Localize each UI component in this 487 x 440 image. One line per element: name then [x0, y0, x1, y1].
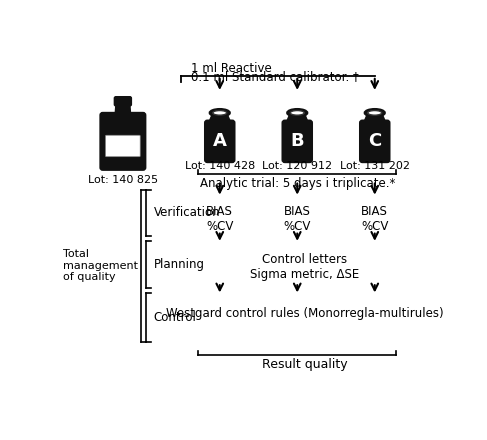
Text: Control: Control: [154, 311, 197, 324]
Text: Westgard control rules (Monorregla-multirules): Westgard control rules (Monorregla-multi…: [166, 307, 444, 320]
Ellipse shape: [290, 110, 304, 115]
FancyBboxPatch shape: [360, 121, 390, 162]
Text: Lot: 140 428: Lot: 140 428: [185, 161, 255, 171]
Text: Lot: 120 912: Lot: 120 912: [262, 161, 332, 171]
FancyBboxPatch shape: [100, 113, 145, 170]
Text: BIAS
%CV: BIAS %CV: [361, 205, 389, 233]
Ellipse shape: [210, 109, 230, 117]
Text: Control letters
Sigma metric, ΔSE: Control letters Sigma metric, ΔSE: [250, 253, 359, 281]
Text: Result quality: Result quality: [262, 359, 348, 371]
Text: Lot: 131 202: Lot: 131 202: [340, 161, 410, 171]
Polygon shape: [362, 117, 387, 126]
Text: B: B: [290, 132, 304, 150]
Text: C: C: [368, 132, 381, 150]
Text: A: A: [213, 132, 226, 150]
Polygon shape: [115, 104, 131, 115]
Text: Lot: 140 825: Lot: 140 825: [88, 175, 158, 185]
Text: Planning: Planning: [154, 258, 205, 271]
Text: 1 ml Reactive: 1 ml Reactive: [191, 62, 272, 75]
FancyBboxPatch shape: [282, 121, 312, 162]
FancyBboxPatch shape: [106, 135, 140, 157]
Text: BIAS
%CV: BIAS %CV: [206, 205, 233, 233]
Polygon shape: [207, 117, 232, 126]
Text: BIAS
%CV: BIAS %CV: [283, 205, 311, 233]
Polygon shape: [285, 117, 310, 126]
Ellipse shape: [368, 110, 382, 115]
Ellipse shape: [213, 110, 227, 115]
Text: 0.1 ml Standard calibrator. †: 0.1 ml Standard calibrator. †: [191, 70, 359, 83]
Ellipse shape: [365, 109, 385, 117]
FancyBboxPatch shape: [205, 121, 234, 162]
Text: Verification: Verification: [154, 206, 221, 220]
Text: Total
management
of quality: Total management of quality: [63, 249, 138, 282]
Ellipse shape: [287, 109, 307, 117]
FancyBboxPatch shape: [114, 97, 131, 106]
Text: Analytic trial: 5 days i triplicate.*: Analytic trial: 5 days i triplicate.*: [200, 177, 395, 190]
